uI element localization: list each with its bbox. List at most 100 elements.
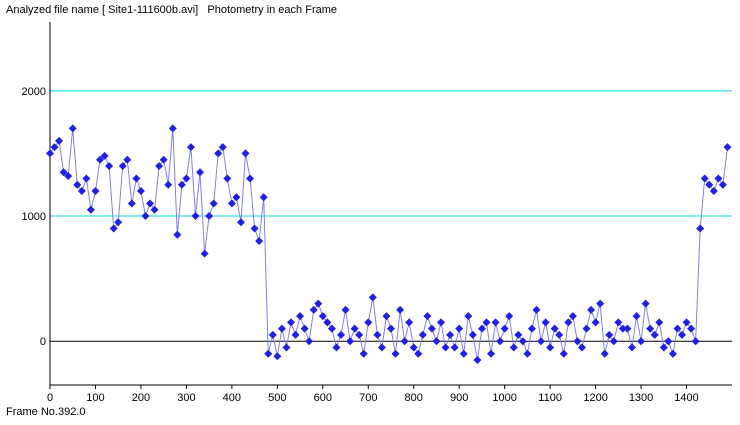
data-point — [718, 180, 727, 189]
data-point — [223, 174, 232, 183]
data-point — [182, 174, 191, 183]
data-point — [68, 124, 77, 133]
data-point — [523, 349, 532, 358]
data-point — [500, 324, 509, 333]
data-point — [150, 205, 159, 214]
data-point — [146, 199, 155, 208]
data-point — [86, 205, 95, 214]
data-point — [246, 174, 255, 183]
gridlines — [50, 90, 732, 342]
chart-title: Photometry in each Frame — [207, 4, 338, 16]
data-point — [364, 318, 373, 327]
data-point — [696, 224, 705, 233]
data-point — [264, 349, 273, 358]
data-point — [309, 305, 318, 314]
data-point — [255, 237, 264, 246]
data-point — [173, 230, 182, 239]
data-point — [709, 186, 718, 195]
data-point — [441, 343, 450, 352]
x-tick-label: 600 — [314, 392, 332, 404]
data-point — [109, 224, 118, 233]
data-point — [391, 349, 400, 358]
data-point — [332, 343, 341, 352]
data-point — [450, 343, 459, 352]
data-point — [236, 218, 245, 227]
data-point — [691, 337, 700, 346]
data-point — [214, 149, 223, 158]
data-point — [641, 299, 650, 308]
data-point — [623, 324, 632, 333]
data-point — [418, 330, 427, 339]
x-tick-label: 1400 — [674, 392, 698, 404]
data-point — [46, 149, 54, 158]
y-tick-label: 2000 — [22, 86, 46, 98]
data-point — [464, 312, 473, 321]
data-point — [127, 199, 136, 208]
data-point — [677, 330, 686, 339]
chart-header: Analyzed file name [ Site1-111600b.avi] … — [6, 4, 337, 16]
data-point — [305, 337, 314, 346]
data-point — [627, 343, 636, 352]
data-point — [527, 324, 536, 333]
data-point — [455, 324, 464, 333]
data-point — [118, 161, 127, 170]
data-point — [496, 337, 505, 346]
data-point — [568, 312, 577, 321]
frame-number-label: Frame No.392.0 — [6, 406, 86, 418]
data-point — [609, 337, 618, 346]
data-point — [314, 299, 323, 308]
data-point — [123, 155, 132, 164]
data-point — [259, 193, 268, 202]
data-point — [277, 324, 286, 333]
data-point — [291, 330, 300, 339]
data-point — [241, 149, 250, 158]
data-point — [350, 324, 359, 333]
data-point — [655, 318, 664, 327]
data-point — [227, 199, 236, 208]
data-point — [64, 171, 73, 180]
data-point — [177, 180, 186, 189]
data-point — [491, 318, 500, 327]
data-point — [632, 312, 641, 321]
data-point — [446, 330, 455, 339]
data-point — [218, 143, 227, 152]
data-point — [514, 330, 523, 339]
data-point — [550, 324, 559, 333]
data-point — [509, 343, 518, 352]
data-point — [668, 349, 677, 358]
data-point — [159, 155, 168, 164]
data-point — [282, 343, 291, 352]
data-point — [387, 324, 395, 333]
data-point — [77, 186, 86, 195]
data-point — [650, 330, 659, 339]
data-point — [459, 349, 468, 358]
data-point — [432, 337, 441, 346]
data-point — [614, 318, 623, 327]
data-point — [546, 343, 555, 352]
data-point — [537, 337, 546, 346]
series-line — [49, 128, 728, 361]
data-point — [555, 330, 564, 339]
data-point — [296, 312, 305, 321]
data-point — [673, 324, 682, 333]
x-tick-label: 200 — [132, 392, 150, 404]
data-point — [232, 193, 241, 202]
data-point — [359, 349, 368, 358]
data-point — [532, 305, 541, 314]
data-point — [564, 318, 573, 327]
data-point — [55, 136, 64, 145]
data-point — [541, 318, 550, 327]
data-point — [191, 212, 200, 221]
data-point — [723, 143, 732, 152]
x-tick-label: 300 — [177, 392, 195, 404]
data-point — [164, 180, 173, 189]
data-point — [437, 318, 446, 327]
data-point — [300, 324, 309, 333]
data-point — [605, 330, 614, 339]
data-point — [355, 330, 364, 339]
data-point — [518, 337, 527, 346]
data-point — [327, 324, 336, 333]
y-tick-label: 0 — [40, 336, 46, 348]
x-tick-label: 1000 — [492, 392, 516, 404]
data-point — [209, 199, 218, 208]
